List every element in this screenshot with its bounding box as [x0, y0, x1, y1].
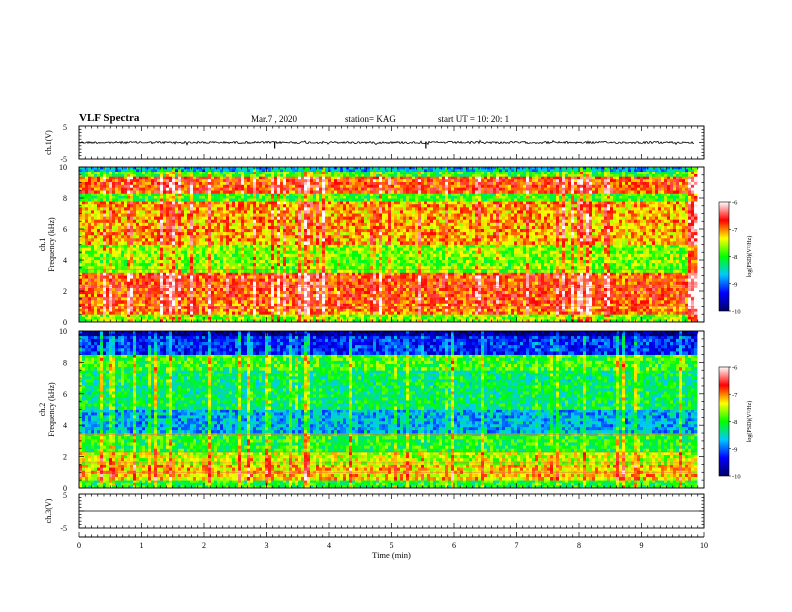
y-tick-label: -5 — [60, 524, 67, 533]
y-axis-label: Frequency (kHz) — [47, 217, 56, 272]
x-tick-label: 8 — [577, 541, 581, 550]
y-tick-label: 10 — [59, 327, 67, 336]
x-tick-label: 5 — [390, 541, 394, 550]
x-tick-label: 2 — [202, 541, 206, 550]
y-tick-label: 10 — [59, 163, 67, 172]
y-tick-label: 6 — [63, 390, 67, 399]
x-tick-label: 1 — [140, 541, 144, 550]
colorbar-tick-label: -8 — [732, 419, 737, 426]
spectrogram-ch2 — [79, 331, 698, 488]
figure-title: VLF Spectra — [79, 112, 139, 124]
waveform-trace — [78, 139, 695, 146]
date-label: Mar.7 , 2020 — [251, 114, 297, 124]
colorbar-tick-label: -10 — [732, 309, 741, 316]
colorbar-tick-label: -9 — [732, 281, 737, 288]
y-tick-label: 5 — [63, 123, 67, 132]
y-tick-label: 5 — [63, 491, 67, 500]
y-axis-channel-label: ch.1 — [38, 238, 47, 252]
x-tick-label: 3 — [265, 541, 269, 550]
start-time-label: start UT = 10: 20: 1 — [438, 114, 509, 124]
colorbar-label: log(PSD)(V²/Hz) — [746, 236, 753, 277]
y-axis-label: ch.3(V) — [44, 498, 53, 523]
colorbar-tick-label: -7 — [732, 392, 738, 399]
station-label: station= KAG — [345, 114, 396, 124]
colorbar-tick-label: -6 — [732, 200, 738, 207]
y-axis-channel-label: ch.2 — [38, 403, 47, 417]
y-axis-label: ch.1(V) — [44, 130, 53, 155]
y-tick-label: 2 — [63, 453, 67, 462]
colorbar-tick-label: -7 — [732, 227, 738, 234]
y-tick-label: 8 — [63, 358, 67, 367]
colorbar-tick-label: -10 — [732, 474, 741, 481]
x-tick-label: 7 — [515, 541, 519, 550]
y-tick-label: 4 — [63, 421, 67, 430]
x-tick-label: 6 — [452, 541, 456, 550]
y-tick-label: 4 — [63, 256, 67, 265]
y-tick-label: 8 — [63, 194, 67, 203]
x-tick-label: 10 — [700, 541, 708, 550]
y-axis-label: Frequency (kHz) — [47, 382, 56, 437]
colorbar — [718, 201, 730, 312]
y-tick-label: 6 — [63, 225, 67, 234]
y-tick-label: 2 — [63, 287, 67, 296]
colorbar-label: log(PSD)(V²/Hz) — [746, 401, 753, 442]
x-tick-label: 4 — [327, 541, 331, 550]
colorbar-tick-label: -6 — [732, 365, 738, 372]
colorbar-tick-label: -8 — [732, 254, 737, 261]
spectrogram-ch1 — [79, 167, 698, 322]
y-tick-label: -5 — [60, 155, 67, 164]
x-axis-label: Time (min) — [372, 550, 411, 560]
colorbar — [718, 366, 730, 477]
y-tick-label: 0 — [63, 318, 67, 327]
x-tick-label: 0 — [77, 541, 81, 550]
x-tick-label: 9 — [640, 541, 644, 550]
y-tick-label: 0 — [63, 484, 67, 493]
colorbar-tick-label: -9 — [732, 446, 737, 453]
